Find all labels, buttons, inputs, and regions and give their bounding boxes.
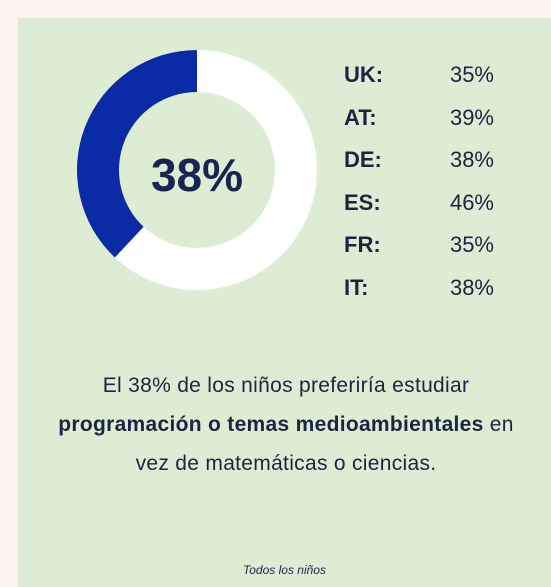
country-label: DE: bbox=[344, 147, 382, 173]
country-value: 35% bbox=[449, 62, 494, 87]
country-label: FR: bbox=[344, 232, 381, 258]
stat-row: IT: 38% bbox=[344, 273, 494, 303]
donut-segment bbox=[76, 50, 197, 258]
footnote: Todos los niños bbox=[243, 563, 326, 577]
country-label: IT: bbox=[344, 275, 369, 300]
caption-text: El 38% de los niños preferiría estudiar bbox=[102, 374, 470, 397]
country-value: 38% bbox=[449, 147, 494, 173]
caption-text: en vez de matemáticas o ciencias. bbox=[135, 413, 514, 475]
stat-row: ES: 46% bbox=[344, 188, 494, 218]
stat-row: FR: 35% bbox=[344, 230, 494, 260]
caption: El 38% de los niños preferiría estudiar … bbox=[58, 366, 514, 483]
caption-bold: programación o temas medioambientales bbox=[58, 413, 484, 436]
country-label: AT: bbox=[344, 104, 377, 130]
country-value: 46% bbox=[449, 189, 494, 215]
card: 38% UK: 35% AT: 39% DE: 38% ES: 46% FR: 35% IT: 38%… bbox=[18, 18, 551, 587]
country-value: 39% bbox=[449, 104, 494, 130]
country-value: 35% bbox=[449, 232, 494, 258]
country-value: 38% bbox=[449, 275, 494, 300]
stat-row: DE: 38% bbox=[344, 145, 494, 175]
country-label: ES: bbox=[344, 189, 381, 215]
country-label: UK: bbox=[344, 62, 384, 87]
donut-chart: 38% bbox=[76, 50, 317, 290]
stat-row: AT: 39% bbox=[344, 103, 494, 133]
stat-row: UK: 35% bbox=[344, 60, 494, 90]
center-label: 38% bbox=[151, 149, 243, 201]
